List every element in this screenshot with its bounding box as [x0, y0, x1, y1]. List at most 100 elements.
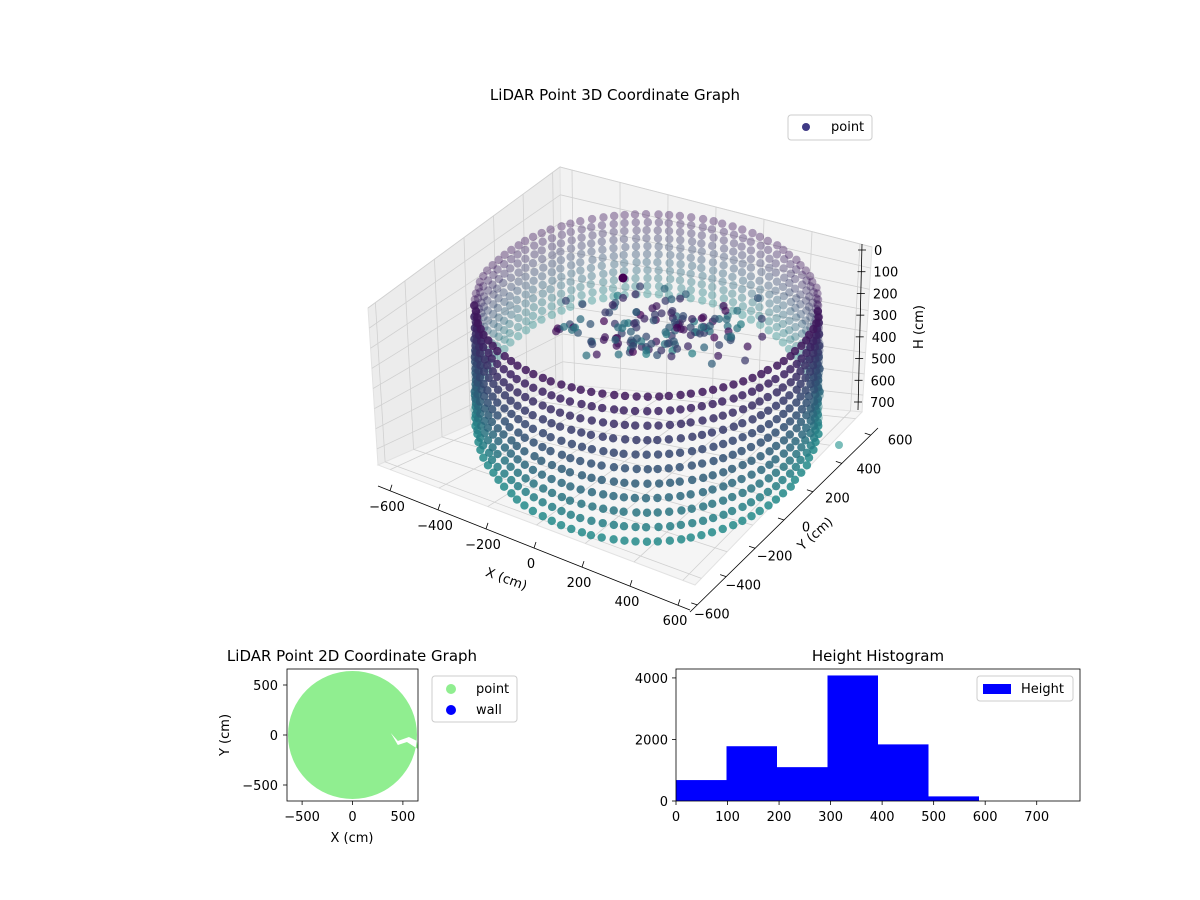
chart-3d-point — [476, 361, 485, 370]
chart-3d-point — [577, 499, 586, 509]
chart-3d-point — [620, 266, 629, 276]
chart-3d-back-gridline-z — [561, 250, 869, 311]
chart-3d-point — [717, 219, 727, 228]
chart-3d-point — [612, 341, 621, 350]
chart-3d-point — [521, 308, 531, 317]
chart-3d-point — [547, 233, 557, 243]
chart-3d-point — [513, 481, 523, 491]
chart-3d-point — [697, 314, 706, 323]
chart-3d-point — [556, 255, 566, 265]
chart-3d-point — [565, 411, 575, 420]
chart-3d-point — [642, 233, 651, 243]
chart-3d-point — [587, 445, 597, 454]
chart-3d-point — [663, 339, 672, 348]
chart-3d-point — [609, 477, 619, 486]
chart-3d-point — [598, 418, 608, 427]
chart-3d-point — [673, 344, 682, 353]
chart-3d-point — [557, 272, 566, 282]
chart-3d-point — [771, 455, 780, 464]
chart-3d-point — [728, 297, 738, 307]
chart-3d-point — [520, 406, 530, 415]
chart-3d-point — [576, 456, 585, 466]
chart-3d-point — [718, 453, 728, 463]
chart-3d-point — [494, 313, 503, 322]
chart-3d-point — [666, 274, 675, 284]
chart-3d-point — [500, 469, 509, 478]
chart-3d-point — [729, 422, 739, 431]
chart-3d-point — [729, 247, 738, 256]
chart-3d-point — [632, 508, 641, 517]
chart-3d-point — [763, 433, 773, 442]
chart-3d-point — [802, 461, 812, 470]
chart-3d-point — [556, 281, 566, 290]
chart-3d-point — [546, 405, 556, 414]
chart-3d-point — [728, 436, 737, 445]
chart-3d-point — [804, 302, 814, 311]
chart-3d-point — [487, 417, 497, 427]
chart-3d-point — [797, 329, 807, 338]
chart-3d-points — [470, 210, 843, 546]
chart-3d-point — [621, 242, 630, 252]
chart-3d-point — [697, 263, 706, 273]
chart-3d-point — [528, 294, 538, 303]
chart-3d-point — [499, 326, 509, 335]
chart-3d-point — [587, 214, 597, 224]
chart-3d-point — [687, 277, 696, 287]
chart-3d-point — [632, 464, 641, 474]
chart-3d-point — [597, 461, 606, 470]
chart-3d-point — [757, 267, 766, 277]
chart-3d-point — [546, 432, 555, 442]
chart-3d-point — [666, 250, 675, 260]
chart-3d-point — [772, 313, 781, 323]
chart-2d-point-cloud — [288, 671, 418, 799]
chart-3d-point — [697, 402, 706, 411]
chart-3d-point — [487, 354, 496, 363]
chart-3d-x-tick — [629, 580, 633, 587]
chart-3d-point — [772, 277, 782, 286]
chart-3d-point — [487, 405, 497, 414]
chart-3d-point — [802, 398, 811, 408]
chart-3d-point — [586, 280, 595, 289]
chart-3d-point — [675, 227, 685, 237]
chart-3d-point — [565, 496, 575, 505]
chart-3d-point — [567, 285, 576, 295]
chart-3d-point — [505, 319, 514, 329]
chart-3d-point — [512, 495, 522, 504]
chart-3d-point — [728, 450, 737, 460]
chart-3d-point — [489, 329, 498, 338]
chart-3d-point — [764, 420, 774, 429]
chart-3d-point — [609, 251, 619, 261]
chart-3d-point — [576, 513, 585, 523]
chart-3d-point — [708, 385, 718, 395]
chart-3d-x-tick — [581, 560, 585, 568]
chart-3d-point — [756, 452, 765, 461]
chart-3d-point — [513, 259, 522, 268]
chart-3d-point — [631, 421, 640, 430]
chart-3d-point — [719, 482, 728, 491]
chart-3d-point — [513, 331, 523, 341]
chart-3d-y-tick-label: 0 — [802, 521, 810, 536]
chart-3d-point — [737, 285, 747, 294]
chart-3d-point — [747, 387, 757, 396]
chart-3d-point — [538, 415, 548, 424]
chart-3d-point — [786, 335, 795, 344]
chart-3d-point — [546, 377, 555, 386]
chart-3d-point — [664, 226, 674, 236]
chart-3d-point — [797, 270, 807, 280]
chart-3d-point — [653, 493, 662, 503]
chart-3d-point — [474, 283, 483, 292]
chart-3d-point — [598, 518, 607, 528]
chart-3d-point — [764, 501, 773, 510]
chart-3d-point — [643, 392, 653, 401]
chart-3d-point — [676, 251, 685, 261]
chart-3d-point — [710, 314, 719, 323]
chart-3d-point — [642, 281, 652, 291]
chart-3d-point — [786, 260, 795, 269]
chart-3d-point — [737, 446, 746, 456]
chart-3d-point — [664, 493, 674, 502]
chart-3d-point — [698, 487, 708, 497]
chart-3d-point — [665, 522, 675, 531]
chart-3d-point — [654, 250, 663, 259]
chart-3d-point — [619, 507, 628, 516]
chart-3d-point — [772, 415, 781, 424]
